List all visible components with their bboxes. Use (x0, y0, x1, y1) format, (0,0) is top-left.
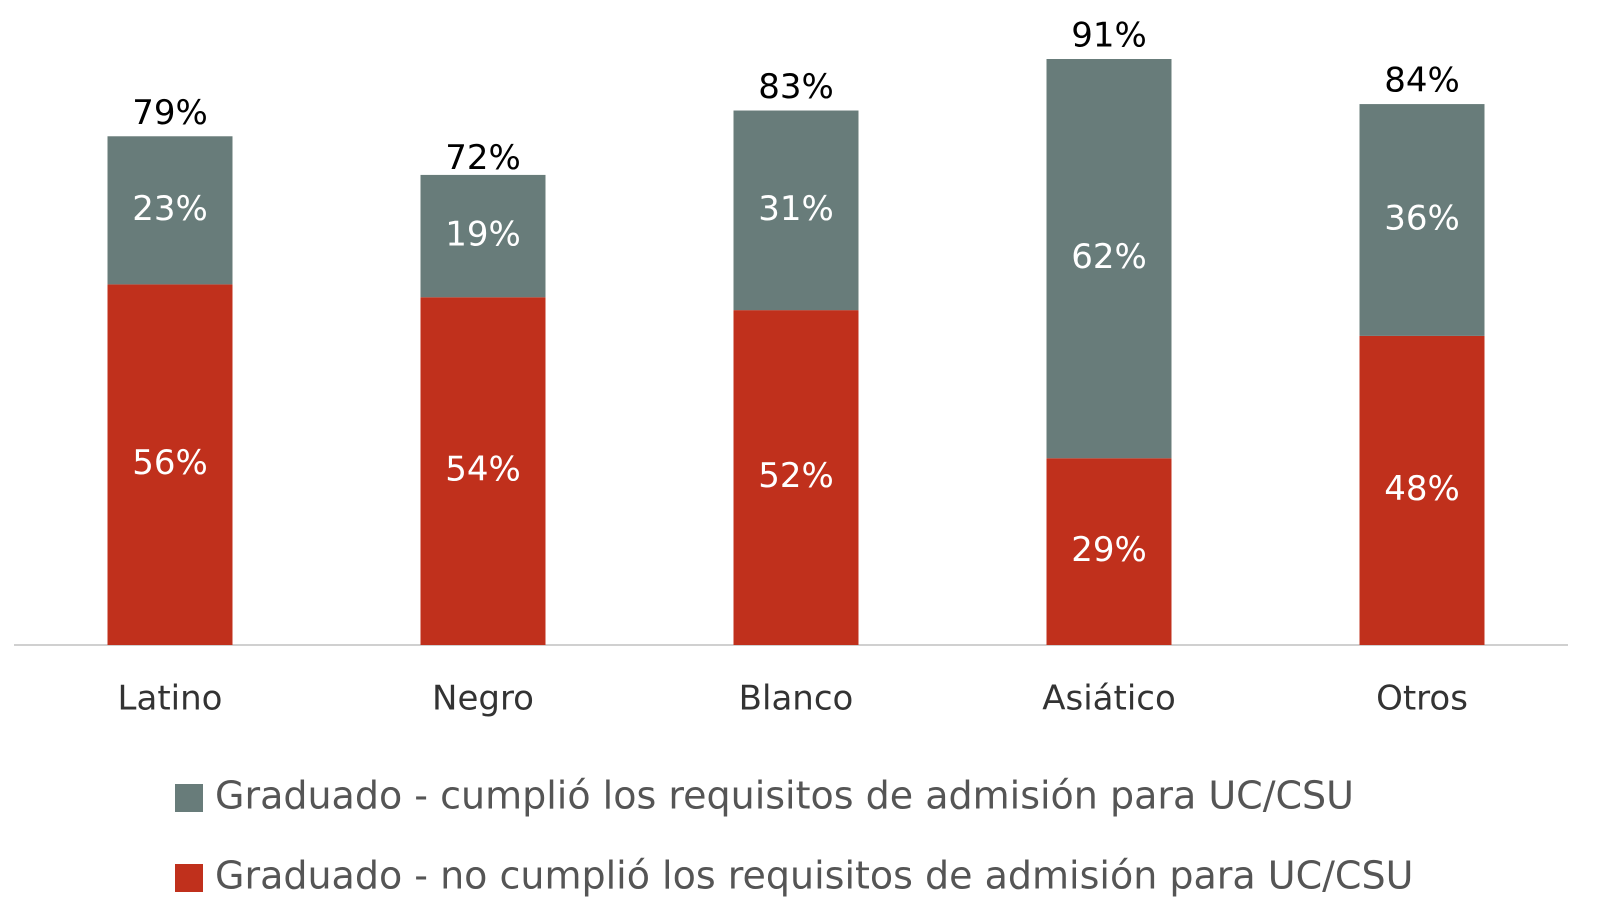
data-label: 62% (1071, 237, 1147, 277)
data-label: 36% (1384, 198, 1460, 238)
bar-segment (107, 284, 233, 645)
x-tick-label: Latino (118, 679, 223, 719)
bar-segment (420, 297, 546, 645)
bar-segment (1046, 458, 1172, 645)
total-label: 83% (758, 67, 834, 107)
data-label: 23% (132, 189, 208, 229)
x-tick-label: Negro (432, 679, 534, 719)
bar-segment (733, 110, 859, 311)
x-tick-label: Blanco (739, 679, 854, 719)
total-label: 72% (445, 138, 521, 178)
data-label: 54% (445, 450, 521, 490)
data-label: 56% (132, 443, 208, 483)
total-label: 91% (1071, 16, 1147, 56)
data-label: 29% (1071, 530, 1147, 570)
legend-swatch (175, 864, 203, 892)
legend-label: Graduado - cumplió los requisitos de adm… (215, 774, 1354, 818)
data-label: 31% (758, 189, 834, 229)
data-label: 19% (445, 215, 521, 255)
bar-segment (1359, 104, 1485, 336)
data-label: 48% (1384, 469, 1460, 509)
x-tick-label: Asiático (1042, 679, 1176, 719)
data-label: 52% (758, 456, 834, 496)
x-tick-label: Otros (1376, 679, 1468, 719)
bar-segment (733, 310, 859, 645)
bar-segment (420, 174, 546, 298)
total-label: 84% (1384, 61, 1460, 101)
bar-segment (1046, 59, 1172, 459)
bar-segment (1359, 335, 1485, 645)
bar-segment (107, 136, 233, 285)
legend-swatch (175, 784, 203, 812)
total-label: 79% (132, 93, 208, 133)
legend-label: Graduado - no cumplió los requisitos de … (215, 854, 1413, 898)
